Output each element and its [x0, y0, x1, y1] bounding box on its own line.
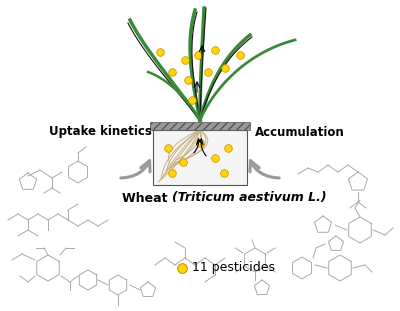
Text: Wheat: Wheat [122, 192, 172, 205]
Bar [150, 122, 250, 130]
Bar [153, 130, 247, 185]
Text: (Triticum aestivum L.): (Triticum aestivum L.) [172, 192, 327, 205]
Text: 11 pesticides: 11 pesticides [192, 262, 275, 275]
Text: Accumulation: Accumulation [255, 126, 345, 138]
Text: Uptake kinetics: Uptake kinetics [48, 126, 152, 138]
FancyArrowPatch shape [121, 161, 150, 178]
FancyArrowPatch shape [250, 161, 279, 178]
